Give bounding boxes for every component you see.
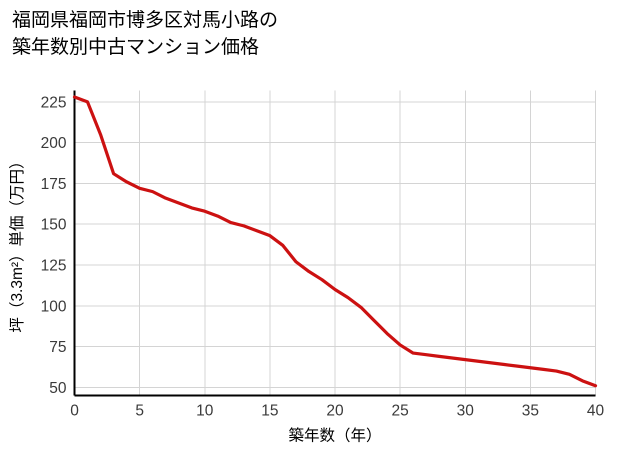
y-tick-label: 75 (49, 339, 66, 356)
x-tick-label: 10 (196, 403, 214, 420)
y-tick-label: 125 (41, 258, 67, 275)
x-tick-label: 25 (392, 403, 409, 420)
x-tick-label: 0 (70, 403, 79, 420)
y-tick-labels: 50 75 100 125 150 175 200 225 (41, 94, 67, 396)
y-tick-label: 100 (41, 298, 67, 315)
x-tick-label: 5 (135, 403, 144, 420)
y-tick-label: 225 (41, 94, 67, 111)
y-tick-label: 50 (49, 380, 67, 397)
y-axis-title: 坪（3.3m²）単価（万円） (8, 153, 26, 332)
y-tick-label: 175 (41, 176, 67, 193)
chart-title: 福岡県福岡市博多区対馬小路の 築年数別中古マンション価格 (12, 10, 279, 58)
x-tick-label: 20 (326, 403, 344, 420)
x-axis-title: 築年数（年） (288, 427, 381, 445)
y-tick-label: 200 (41, 135, 67, 152)
x-tick-label: 35 (522, 403, 539, 420)
y-tick-label: 150 (41, 217, 67, 234)
x-tick-label: 40 (587, 403, 605, 420)
x-gridlines (139, 90, 596, 396)
x-tick-label: 15 (261, 403, 278, 420)
price-series-line (72, 95, 598, 388)
x-tick-labels: 0 5 10 15 20 25 30 35 40 (70, 403, 604, 420)
x-tick-label: 30 (457, 403, 475, 420)
